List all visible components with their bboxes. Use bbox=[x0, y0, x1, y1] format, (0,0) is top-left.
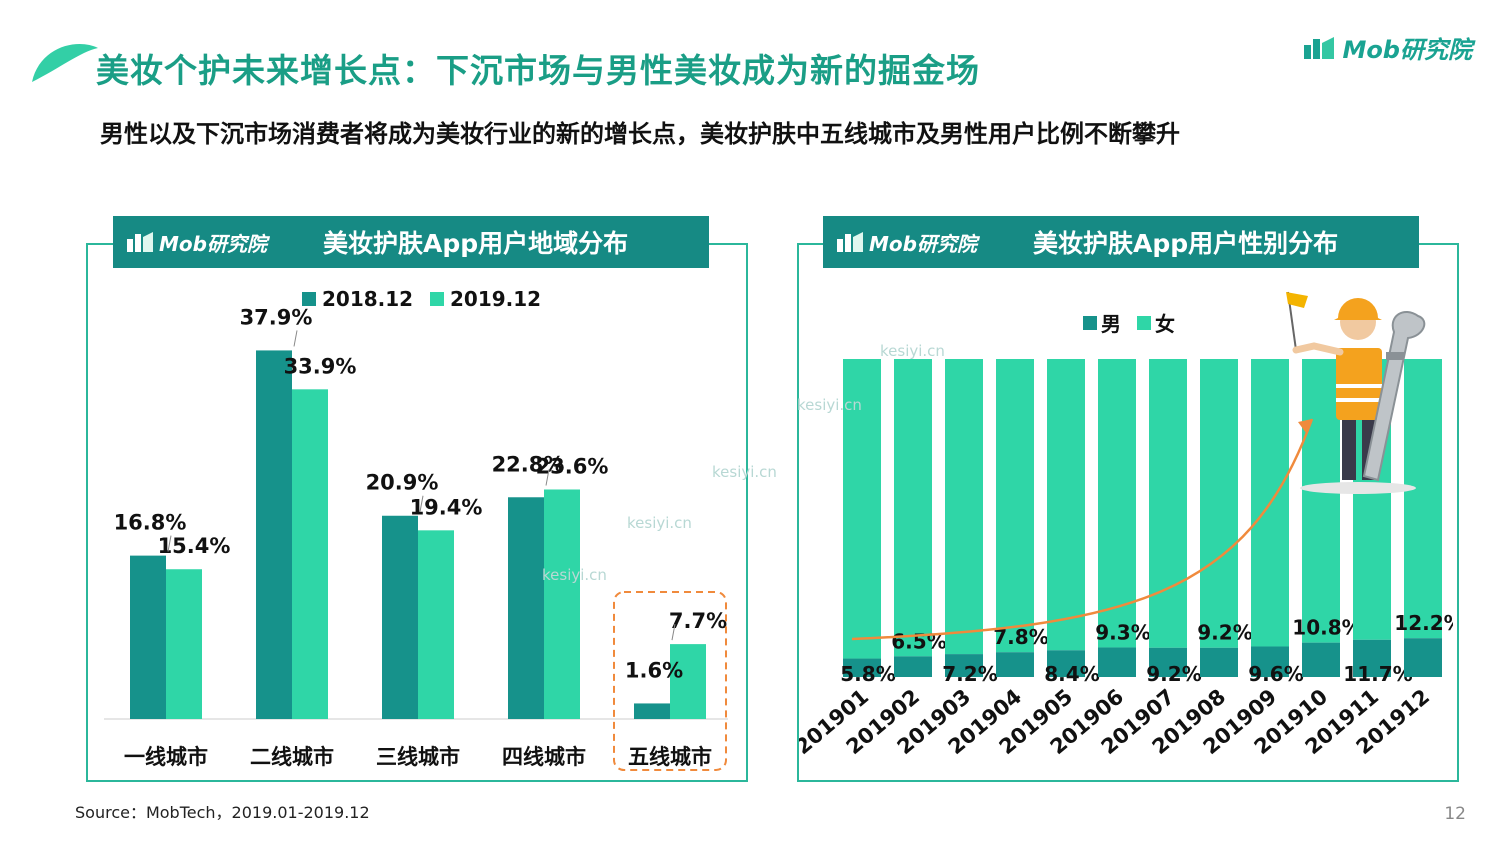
bar-2018 bbox=[130, 555, 166, 719]
legend-label-2019: 2019.12 bbox=[450, 287, 541, 311]
gender-chart-header: Mob研究院 美妆护肤App用户性别分布 bbox=[823, 216, 1419, 268]
bar-2019 bbox=[544, 489, 580, 719]
bar-2019 bbox=[418, 530, 454, 719]
trend-arrow-head-icon bbox=[1298, 419, 1312, 433]
data-label-2018: 16.8% bbox=[114, 511, 187, 535]
legend-swatch-female bbox=[1137, 316, 1151, 330]
category-label: 二线城市 bbox=[250, 745, 334, 769]
bar-female bbox=[945, 359, 983, 655]
highlight-box bbox=[613, 591, 727, 771]
bar-male bbox=[996, 652, 1034, 677]
bar-female bbox=[843, 359, 881, 659]
bar-2019 bbox=[670, 644, 706, 719]
data-label-2019: 23.6% bbox=[536, 454, 609, 478]
data-label-2018: 37.9% bbox=[240, 305, 313, 329]
gender-chart-title: 美妆护肤App用户性别分布 bbox=[1033, 229, 1339, 258]
label-leader-line bbox=[545, 469, 550, 486]
panel-brand: Mob研究院 bbox=[125, 228, 267, 257]
data-label-male: 5.8% bbox=[840, 662, 895, 686]
bar-male bbox=[1302, 642, 1340, 677]
panel-brand: Mob研究院 bbox=[835, 228, 977, 257]
bar-female bbox=[1302, 359, 1340, 643]
watermark-text: kesiyi.cn bbox=[797, 396, 862, 414]
label-leader-line bbox=[419, 495, 424, 512]
data-label-2019: 7.7% bbox=[669, 609, 727, 633]
worker-with-wrench-icon bbox=[1286, 291, 1426, 494]
data-label-male: 12.2% bbox=[1394, 611, 1453, 635]
region-bar-chart: 2018.12 2019.12 16.8%15.4% 一线城市 37.9% 33.9% 二线… bbox=[104, 287, 728, 771]
region-chart-title: 美妆护肤App用户地域分布 bbox=[323, 229, 629, 258]
region-chart-header: Mob研究院 美妆护肤App用户地域分布 bbox=[113, 216, 709, 268]
label-leader-line bbox=[671, 624, 676, 641]
bar-male bbox=[1200, 647, 1238, 677]
legend-label-female: 女 bbox=[1155, 312, 1175, 336]
bar-female bbox=[1200, 359, 1238, 648]
watermark-text: kesiyi.cn bbox=[712, 463, 777, 481]
bar-2019 bbox=[292, 389, 328, 719]
data-label-2018: 22.8% bbox=[492, 452, 565, 476]
brand-logo: Mob研究院 bbox=[1302, 30, 1472, 65]
bar-male bbox=[1149, 647, 1187, 677]
bar-female bbox=[1047, 359, 1085, 651]
bar-male bbox=[1098, 647, 1136, 677]
page-subtitle: 男性以及下沉市场消费者将成为美妆行业的新的增长点，美妆护肤中五线城市及男性用户比… bbox=[100, 120, 1180, 148]
panel-brand-name: Mob研究院 bbox=[159, 231, 267, 256]
bar-2018 bbox=[382, 515, 418, 719]
data-label-male: 9.2% bbox=[1197, 621, 1252, 645]
bar-male bbox=[1404, 638, 1442, 677]
data-label-male: 8.4% bbox=[1044, 662, 1099, 686]
legend-label-2018: 2018.12 bbox=[322, 287, 413, 311]
brand-name: Mob研究院 bbox=[1342, 36, 1472, 64]
bar-female bbox=[1098, 359, 1136, 648]
data-label-male: 11.7% bbox=[1343, 662, 1412, 686]
building-icon bbox=[1304, 36, 1335, 59]
legend-swatch-male bbox=[1083, 316, 1097, 330]
legend-swatch-2019 bbox=[430, 292, 444, 306]
bar-female bbox=[894, 359, 932, 657]
category-label: 一线城市 bbox=[124, 745, 208, 769]
data-label-male: 10.8% bbox=[1292, 616, 1361, 640]
watermark-text: kesiyi.cn bbox=[880, 342, 945, 360]
data-label-2019: 33.9% bbox=[284, 354, 357, 378]
bar-male bbox=[945, 654, 983, 677]
bar-2018 bbox=[256, 350, 292, 719]
label-leader-line bbox=[167, 535, 172, 552]
bar-male bbox=[1353, 639, 1391, 677]
bar-2018 bbox=[634, 703, 670, 719]
category-label: 四线城市 bbox=[502, 745, 586, 769]
data-label-2019: 19.4% bbox=[410, 495, 483, 519]
data-label-male: 9.2% bbox=[1146, 662, 1201, 686]
bar-2018 bbox=[508, 497, 544, 719]
bar-male bbox=[894, 656, 932, 677]
bar-2019 bbox=[166, 569, 202, 719]
bar-female bbox=[1149, 359, 1187, 648]
trend-arrow-line bbox=[851, 418, 1314, 641]
data-label-male: 9.3% bbox=[1095, 620, 1150, 644]
data-label-2018: 1.6% bbox=[625, 658, 683, 682]
bar-female bbox=[1404, 359, 1442, 639]
building-icon bbox=[837, 232, 863, 252]
watermark-text: kesiyi.cn bbox=[627, 514, 692, 532]
watermark-text: kesiyi.cn bbox=[542, 566, 607, 584]
corner-leaf-icon bbox=[32, 44, 98, 82]
data-label-2018: 20.9% bbox=[366, 471, 439, 495]
gender-stacked-chart: 男女5.8%2019016.5%2019027.2%2019037.8%2019… bbox=[799, 312, 1453, 759]
label-leader-line bbox=[293, 330, 298, 347]
bar-male bbox=[843, 658, 881, 677]
source-note: Source：MobTech，2019.01-2019.12 bbox=[75, 803, 370, 822]
page-number: 12 bbox=[1444, 804, 1466, 824]
page-title: 美妆个护未来增长点：下沉市场与男性美妆成为新的掘金场 bbox=[96, 51, 980, 90]
building-icon bbox=[127, 232, 153, 252]
panel-brand-name: Mob研究院 bbox=[869, 231, 977, 256]
data-label-2019: 15.4% bbox=[158, 534, 231, 558]
legend-swatch-2018 bbox=[302, 292, 316, 306]
data-label-male: 9.6% bbox=[1248, 662, 1303, 686]
bar-male bbox=[1047, 650, 1085, 677]
category-label: 五线城市 bbox=[628, 745, 712, 769]
data-label-male: 7.2% bbox=[942, 662, 997, 686]
legend-label-male: 男 bbox=[1101, 312, 1121, 336]
category-label: 三线城市 bbox=[376, 745, 460, 769]
bar-male bbox=[1251, 646, 1289, 677]
bar-female bbox=[996, 359, 1034, 653]
